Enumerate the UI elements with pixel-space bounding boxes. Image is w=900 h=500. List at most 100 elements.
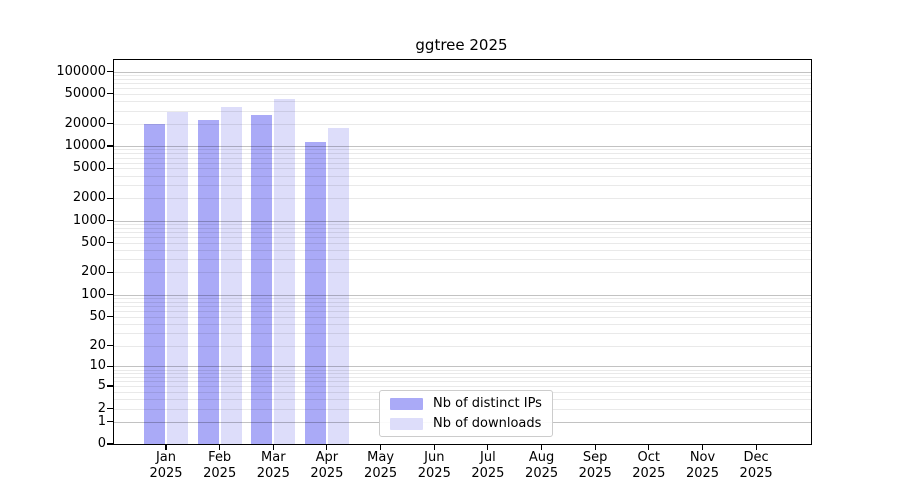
y-tick-mark-100000: [107, 70, 113, 73]
y-tick-mark-0: [107, 443, 113, 445]
y-tick-label-5: 5: [97, 378, 106, 393]
bar-downloads-feb: [220, 106, 242, 444]
x-tick-year: 2025: [417, 466, 451, 481]
x-tick-month: Jun: [424, 450, 445, 465]
minor-gridline-50000: [114, 93, 811, 95]
x-tick-label-jul: Jul 2025: [458, 450, 518, 482]
y-tick-label-500: 500: [81, 234, 106, 250]
legend: Nb of distinct IPs Nb of downloads: [379, 390, 553, 437]
y-tick-mark-5: [107, 385, 113, 387]
x-tick-year: 2025: [310, 466, 344, 481]
y-tick-label-100000: 100000: [56, 63, 106, 79]
x-tick-mark-mar: [272, 444, 274, 450]
x-tick-mark-sep: [594, 444, 596, 450]
x-tick-month: Feb: [208, 450, 232, 465]
x-tick-mark-oct: [648, 444, 650, 450]
x-tick-label-jun: Jun 2025: [404, 450, 464, 482]
distinct-ips-swatch-icon: [390, 397, 423, 410]
y-tick-label-2000: 2000: [72, 190, 106, 206]
minor-gridline-90000: [114, 74, 811, 76]
x-tick-label-may: May 2025: [351, 450, 411, 482]
x-tick-year: 2025: [685, 466, 720, 481]
legend-label: Nb of downloads: [433, 416, 542, 431]
y-tick-label-1: 1: [97, 413, 106, 429]
y-tick-label-1000: 1000: [72, 212, 106, 228]
y-tick-mark-1000: [107, 219, 113, 222]
y-tick-label-50000: 50000: [64, 85, 106, 101]
x-tick-mark-feb: [219, 444, 221, 450]
y-tick-label-2: 2: [97, 400, 106, 416]
x-tick-month: May: [367, 450, 395, 465]
y-tick-mark-10000: [107, 145, 113, 147]
x-tick-mark-jul: [487, 444, 489, 450]
y-tick-mark-2: [107, 407, 113, 410]
x-tick-label-aug: Aug 2025: [512, 450, 572, 482]
y-tick-mark-50: [107, 316, 113, 318]
x-tick-mark-aug: [540, 444, 543, 450]
x-tick-label-oct: Oct 2025: [619, 450, 679, 482]
y-tick-mark-50000: [107, 93, 113, 95]
y-tick-mark-10: [107, 365, 113, 367]
x-tick-month: Oct: [637, 450, 661, 465]
bar-distinct-ips-feb: [197, 120, 219, 444]
major-gridline-100000: [114, 71, 811, 73]
x-tick-mark-may: [380, 444, 382, 450]
x-tick-mark-nov: [701, 444, 704, 450]
x-tick-month: Jan: [155, 450, 177, 465]
x-tick-month: Mar: [261, 450, 286, 465]
minor-gridline-70000: [114, 83, 811, 84]
y-tick-mark-500: [107, 242, 113, 244]
x-tick-year: 2025: [739, 466, 773, 481]
y-tick-mark-100: [107, 294, 113, 296]
y-tick-mark-2000: [107, 197, 113, 199]
legend-item-distinct-ips: Nb of distinct IPs: [390, 396, 542, 411]
y-tick-label-100: 100: [81, 286, 106, 302]
x-tick-mark-jan: [165, 444, 167, 450]
x-tick-label-dec: Dec 2025: [726, 450, 786, 482]
x-tick-mark-jun: [433, 444, 435, 450]
legend-label: Nb of distinct IPs: [433, 396, 542, 411]
y-tick-label-10000: 10000: [64, 138, 106, 153]
bar-downloads-apr: [327, 127, 349, 444]
y-tick-mark-200: [107, 271, 113, 273]
bar-distinct-ips-apr: [304, 142, 326, 444]
y-tick-label-10: 10: [89, 358, 106, 374]
y-tick-label-20000: 20000: [64, 115, 106, 131]
chart-title: ggtree 2025: [415, 36, 508, 54]
bar-downloads-jan: [167, 111, 188, 444]
y-tick-label-20: 20: [89, 337, 106, 353]
minor-gridline-60000: [114, 88, 811, 89]
downloads-swatch-icon: [390, 417, 423, 430]
x-tick-year: 2025: [364, 466, 398, 481]
bar-distinct-ips-jan: [144, 123, 165, 444]
x-tick-year: 2025: [203, 466, 237, 481]
y-tick-label-50: 50: [89, 308, 106, 324]
bar-downloads-mar: [274, 98, 296, 444]
legend-item-downloads: Nb of downloads: [390, 416, 542, 431]
x-tick-mark-dec: [755, 444, 757, 450]
x-tick-label-nov: Nov 2025: [673, 450, 733, 482]
y-tick-label-5000: 5000: [72, 160, 106, 176]
y-tick-mark-1: [107, 421, 113, 423]
y-tick-label-0: 0: [97, 436, 106, 451]
x-tick-mark-apr: [326, 444, 328, 450]
x-tick-month: Nov: [689, 450, 716, 465]
x-tick-month: Sep: [582, 450, 608, 465]
x-tick-label-apr: Apr 2025: [297, 450, 357, 482]
x-tick-year: 2025: [632, 466, 666, 481]
bar-distinct-ips-mar: [251, 115, 273, 444]
y-tick-mark-20: [107, 344, 113, 347]
x-tick-label-feb: Feb 2025: [190, 450, 250, 482]
x-tick-month: Dec: [743, 450, 769, 465]
minor-gridline-40000: [114, 101, 811, 103]
y-tick-mark-20000: [107, 123, 113, 125]
x-tick-year: 2025: [578, 466, 612, 481]
minor-gridline-80000: [114, 78, 811, 80]
y-tick-mark-5000: [107, 167, 113, 169]
y-tick-label-200: 200: [81, 264, 106, 280]
minor-gridline-30000: [114, 110, 811, 112]
x-tick-year: 2025: [256, 466, 290, 481]
x-tick-month: Aug: [528, 450, 555, 465]
